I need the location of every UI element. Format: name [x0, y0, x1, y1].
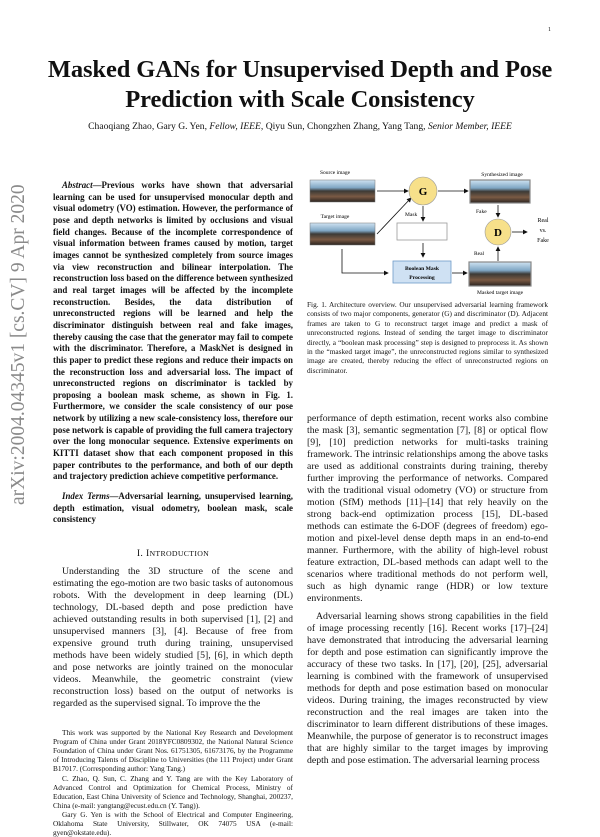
boolean-mask-processing-box [392, 260, 452, 284]
synthesized-image-label: Synthesized image [481, 172, 523, 178]
target-image [309, 222, 376, 246]
section-heading: I. INTRODUCTION [53, 548, 293, 560]
author-role-2: Senior Member, IEEE [427, 121, 512, 132]
body-paragraph: performance of depth estimation, recent … [307, 413, 548, 605]
footnotes: This work was supported by the National … [53, 728, 293, 837]
abstract-text: —Previous works have shown that adversar… [53, 180, 293, 482]
index-terms: Index Terms—Adversarial learning, unsupe… [53, 491, 293, 526]
generator-label: G [419, 186, 428, 198]
right-column-body: performance of depth estimation, recent … [307, 413, 548, 767]
source-image-label: Source image [320, 170, 351, 176]
discriminator-label: D [494, 227, 502, 239]
masked-target-image-label: Masked target image [477, 290, 524, 296]
author-role-1: Fellow, IEEE, [209, 121, 264, 132]
index-terms-label: Index Terms [62, 491, 110, 502]
output-vs-label: vs. [540, 228, 547, 234]
page-number: 1 [548, 27, 551, 33]
mask-output-box [396, 222, 448, 241]
footnote-affiliation-2: Gary G. Yen is with the School of Electr… [53, 809, 293, 837]
authors-part-2: Qiyu Sun, Chongzhen Zhang, Yang Tang, [263, 121, 428, 132]
intro-paragraph: Understanding the 3D structure of the sc… [53, 566, 293, 710]
section-title-initial: I [145, 548, 150, 560]
footnote-funding: This work was supported by the National … [53, 728, 293, 774]
arxiv-stamp: arXiv:2004.04345v1 [cs.CV] 9 Apr 2020 [8, 184, 29, 505]
left-column: Abstract—Previous works have shown that … [53, 180, 293, 837]
section-title-rest: NTRODUCTION [149, 549, 210, 559]
boolean-mask-label-2: Processing [409, 275, 435, 281]
architecture-figure: Source image Target image G Synthesized … [309, 170, 549, 296]
body-paragraph: Adversarial learning shows strong capabi… [307, 611, 548, 767]
abstract: Abstract—Previous works have shown that … [53, 180, 293, 483]
right-column: Source image Target image G Synthesized … [305, 165, 549, 767]
target-image-label: Target image [321, 214, 350, 220]
footnote-affiliation-1: C. Zhao, Q. Sun, C. Zhang and Y. Tang ar… [53, 773, 293, 810]
author-list: Chaoqiang Zhao, Gary G. Yen, Fellow, IEE… [0, 121, 600, 133]
discriminator-node [484, 218, 512, 246]
output-real-label: Real [538, 218, 549, 224]
real-label: Real [474, 251, 485, 257]
synthesized-image [469, 179, 531, 204]
paper-title: Masked GANs for Unsupervised Depth and P… [47, 56, 553, 113]
output-fake-label: Fake [537, 238, 549, 244]
figure-caption: Fig. 1. Architecture overview. Our unsup… [307, 300, 548, 375]
fake-label: Fake [476, 209, 487, 215]
section-number: I. [136, 548, 144, 560]
index-terms-text: —Adversarial learning, unsupervised lear… [53, 491, 294, 525]
authors-part-1: Chaoqiang Zhao, Gary G. Yen, [88, 121, 210, 132]
paper-header: Masked GANs for Unsupervised Depth and P… [0, 55, 600, 133]
boolean-mask-label-1: Boolean Mask [405, 266, 440, 272]
abstract-label: Abstract [62, 180, 93, 190]
masked-target-image [468, 261, 532, 287]
source-image [309, 179, 376, 203]
mask-label: Mask [405, 212, 417, 218]
generator-node [408, 176, 438, 206]
